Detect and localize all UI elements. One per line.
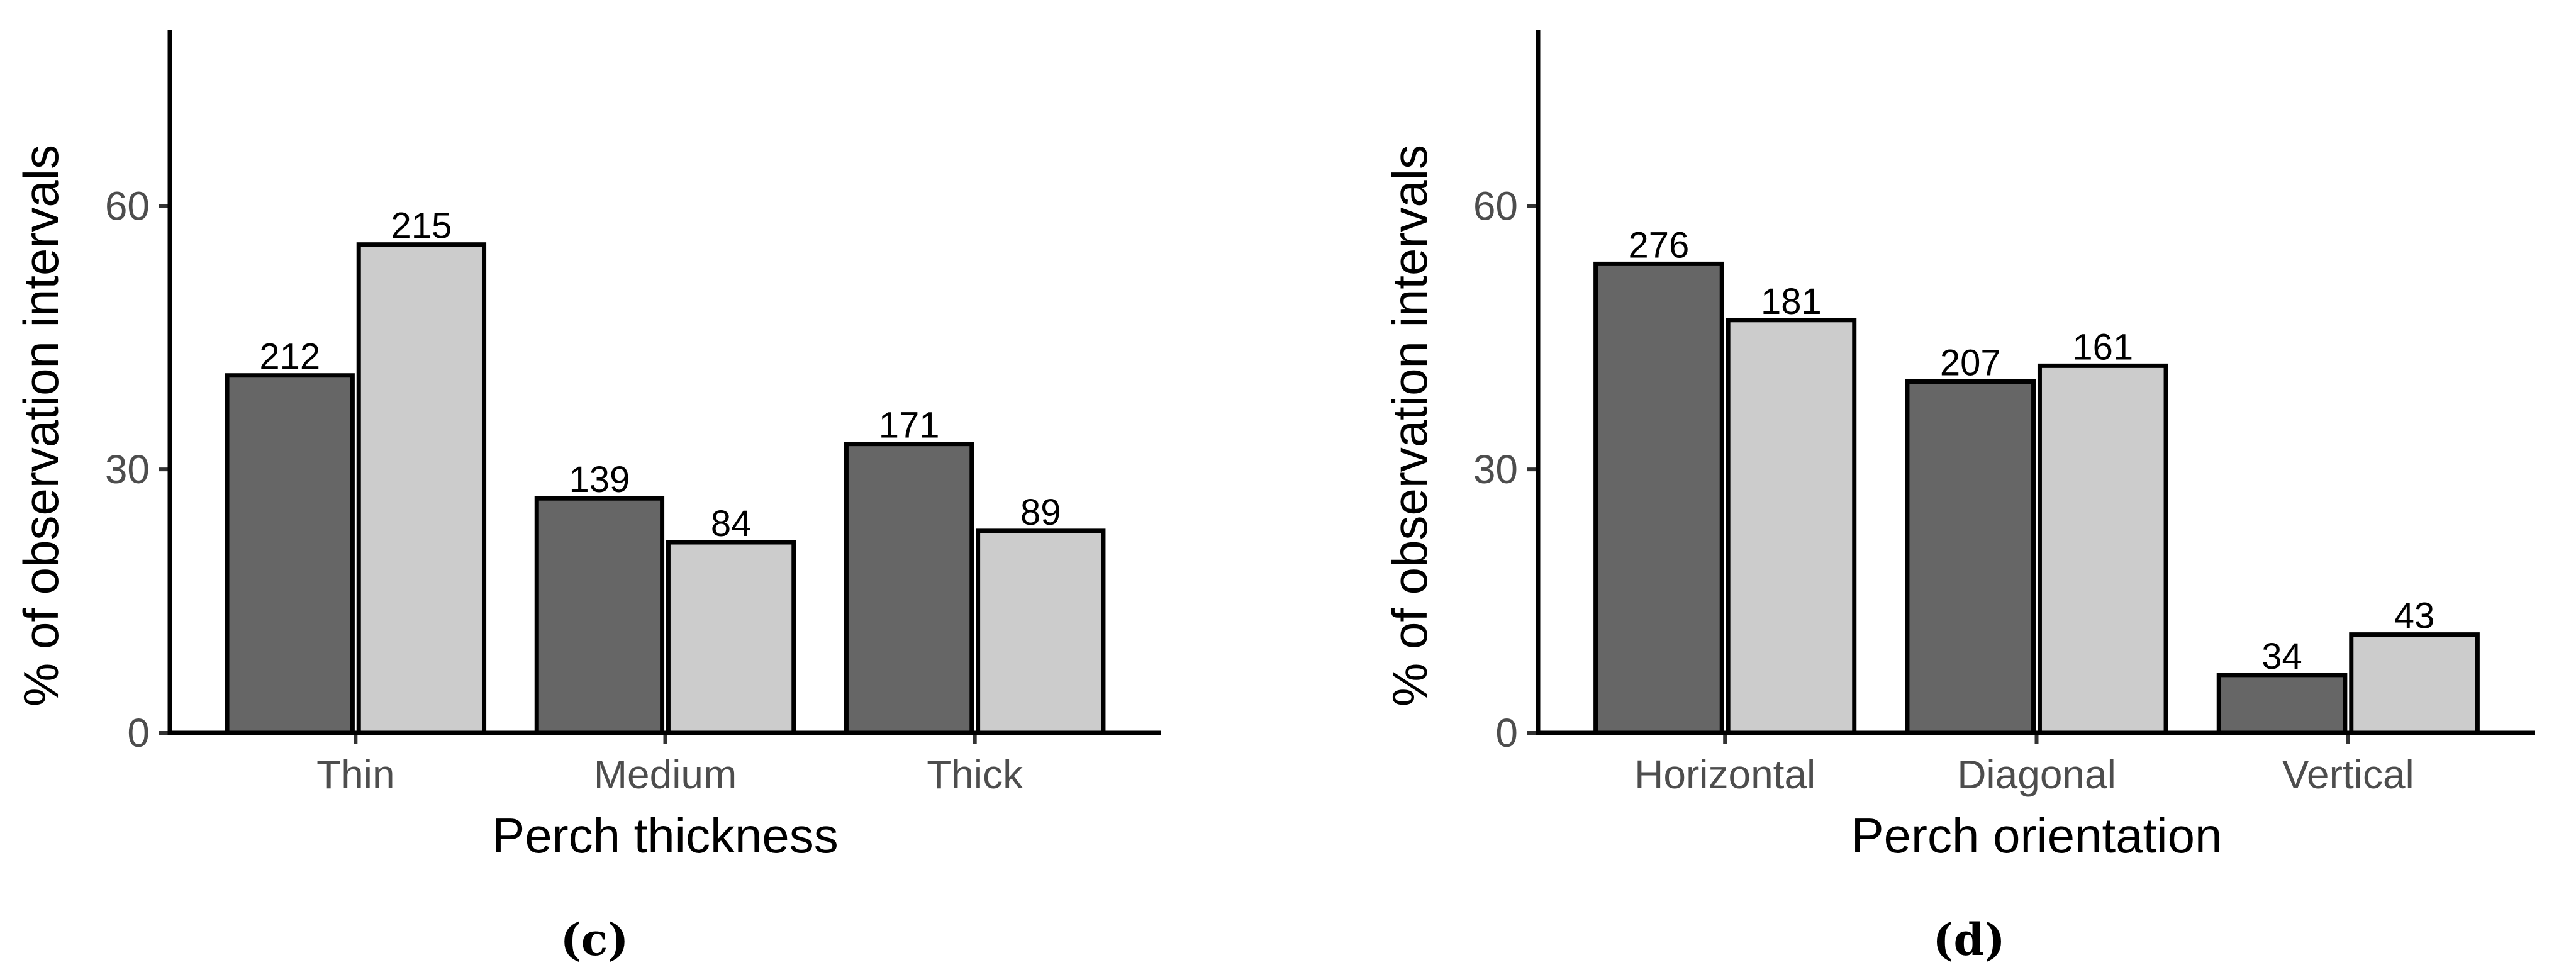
panel-d-bar-vertical-series1	[2216, 673, 2348, 735]
panel-d-bar-horizontal-series2	[1726, 318, 1857, 735]
panel-d-bar-diagonal-series1	[1905, 379, 2036, 735]
panel-d-y-tick-label: 60	[1473, 183, 1518, 228]
panel-c-data-label: 89	[1020, 492, 1061, 533]
panel-d-bar-horizontal-series1	[1593, 261, 1724, 735]
panel-d-data-label: 34	[2261, 636, 2302, 677]
panel-d-data-label: 161	[2072, 327, 2133, 367]
panel-d-axes	[1536, 30, 2535, 735]
panel-d-data-label: 207	[1940, 343, 2001, 384]
panel-d-category-label: Vertical	[2282, 752, 2414, 797]
panel-d-y-axis-title: % of observation intervals	[1382, 145, 1437, 706]
panel-c-category-label: Thick	[927, 752, 1023, 797]
panel-c-x-axis-title: Perch thickness	[492, 808, 839, 863]
panel-c-data-label: 212	[259, 337, 320, 377]
panel-d-y-tick-label: 30	[1473, 447, 1518, 492]
panel-c-label: (c)	[560, 913, 629, 966]
panel-d-category-label: Diagonal	[1957, 752, 2116, 797]
panel-c-y-tick-label: 30	[105, 447, 150, 492]
panel-d-data-label: 43	[2394, 596, 2435, 637]
panel-c-axes	[167, 30, 1161, 735]
panel-c-bar-medium-series2	[666, 540, 796, 735]
panel-c-bar-thin-series1	[225, 373, 355, 735]
panel-d-data-label: 181	[1761, 281, 1822, 322]
panel-d-data-label: 276	[1629, 225, 1690, 265]
panel-c-data-label: 215	[391, 206, 452, 247]
panel-c-y-tick-label: 60	[105, 183, 150, 228]
panel-c-category-label: Medium	[594, 752, 737, 797]
panel-d-label: (d)	[1932, 913, 2005, 966]
panel-c-bar-thick-series1	[844, 442, 974, 735]
panel-c-category-label: Thin	[316, 752, 395, 797]
panel-c-bar-thin-series2	[356, 242, 487, 735]
panel-c-bar-medium-series1	[534, 496, 665, 735]
panel-d-y-tick-label: 0	[1495, 710, 1518, 756]
panel-c-data-label: 84	[711, 503, 752, 544]
panel-d-bar-diagonal-series2	[2037, 363, 2168, 735]
panel-c-y-axis-title: % of observation intervals	[13, 145, 69, 706]
panel-d-category-label: Horizontal	[1634, 752, 1815, 797]
panel-c-data-label: 171	[879, 405, 940, 446]
panel-c-bar-thick-series2	[976, 528, 1106, 735]
panel-d-bar-vertical-series2	[2349, 632, 2480, 735]
panel-c-y-tick-label: 0	[127, 710, 150, 756]
panel-c-data-label: 139	[569, 459, 630, 500]
panel-d-x-axis-title: Perch orientation	[1851, 808, 2222, 863]
